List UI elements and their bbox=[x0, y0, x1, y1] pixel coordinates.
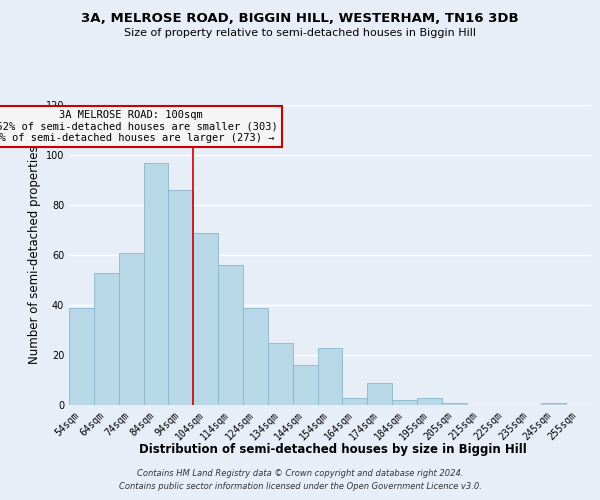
Text: 3A MELROSE ROAD: 100sqm
← 52% of semi-detached houses are smaller (303)
47% of s: 3A MELROSE ROAD: 100sqm ← 52% of semi-de… bbox=[0, 110, 278, 143]
Text: Contains HM Land Registry data © Crown copyright and database right 2024.: Contains HM Land Registry data © Crown c… bbox=[137, 468, 463, 477]
Bar bbox=[243, 308, 268, 405]
Bar bbox=[392, 400, 417, 405]
Bar bbox=[293, 365, 317, 405]
Bar bbox=[317, 348, 343, 405]
Bar bbox=[218, 265, 243, 405]
Text: Distribution of semi-detached houses by size in Biggin Hill: Distribution of semi-detached houses by … bbox=[139, 444, 527, 456]
Text: Size of property relative to semi-detached houses in Biggin Hill: Size of property relative to semi-detach… bbox=[124, 28, 476, 38]
Bar bbox=[143, 162, 169, 405]
Bar bbox=[367, 382, 392, 405]
Bar bbox=[541, 402, 566, 405]
Bar bbox=[193, 232, 218, 405]
Text: Contains public sector information licensed under the Open Government Licence v3: Contains public sector information licen… bbox=[119, 482, 481, 491]
Bar bbox=[94, 272, 119, 405]
Text: 3A, MELROSE ROAD, BIGGIN HILL, WESTERHAM, TN16 3DB: 3A, MELROSE ROAD, BIGGIN HILL, WESTERHAM… bbox=[81, 12, 519, 26]
Bar bbox=[268, 342, 293, 405]
Bar bbox=[417, 398, 442, 405]
Bar bbox=[119, 252, 143, 405]
Bar bbox=[343, 398, 367, 405]
Bar bbox=[442, 402, 467, 405]
Bar bbox=[69, 308, 94, 405]
Y-axis label: Number of semi-detached properties: Number of semi-detached properties bbox=[28, 146, 41, 364]
Bar bbox=[169, 190, 193, 405]
